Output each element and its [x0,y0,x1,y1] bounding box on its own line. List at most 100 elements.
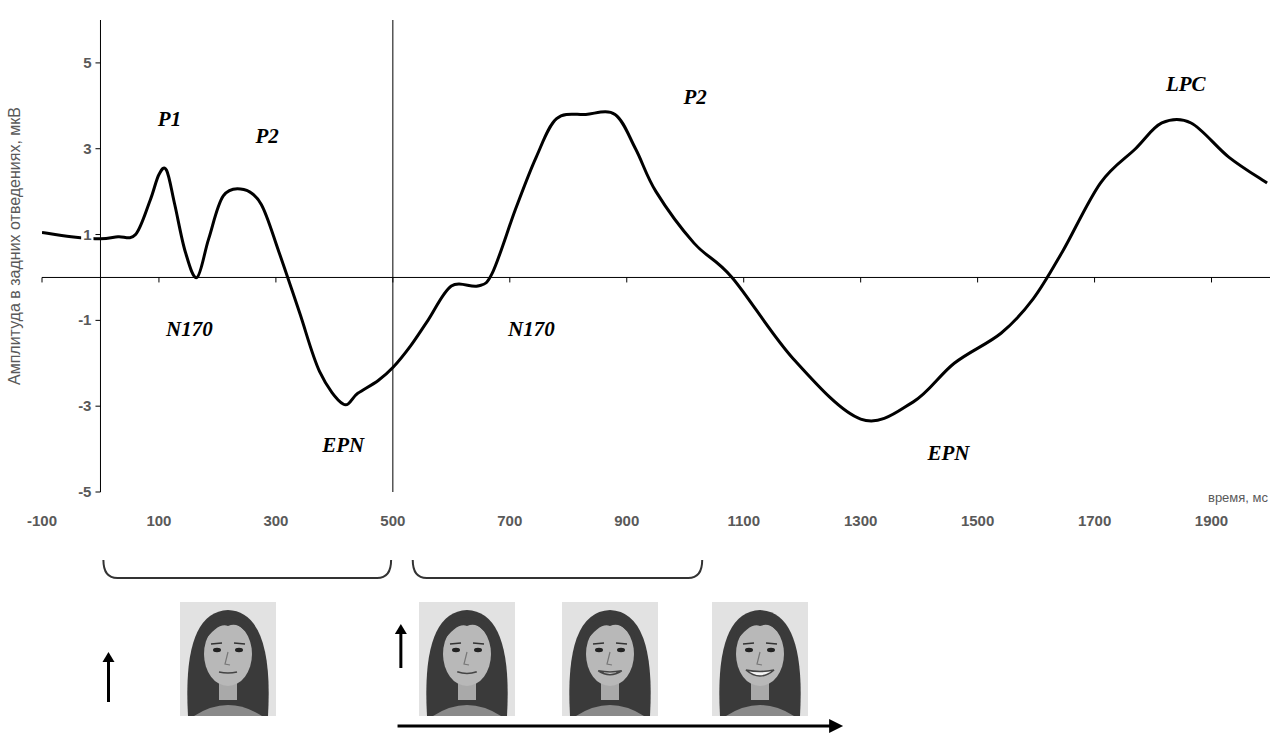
brow [616,643,627,644]
photo-bg [419,602,515,716]
x-tick [42,277,43,282]
x-tick-label: 1300 [844,512,877,529]
label-patch [81,140,93,157]
face-photo [180,602,276,716]
brow [743,643,754,644]
x-tick [158,277,159,282]
x-axis-line [42,277,1270,278]
mouth [457,672,477,674]
component-label: N170 [165,317,213,341]
eye [595,648,603,652]
eye [235,648,243,652]
face-photo [419,602,515,716]
label-patch [81,226,93,243]
y-axis-line [100,20,101,492]
x-tick [626,277,627,282]
x-tick [860,277,861,282]
x-tick-label: -100 [27,512,57,529]
arrow-head [102,652,114,662]
eye [745,648,753,652]
arrow-head [395,624,407,634]
x-tick-label: 500 [380,512,405,529]
y-tick [95,320,100,321]
x-tick [1211,277,1212,282]
x-tick [977,277,978,282]
eye [474,648,482,652]
fringe [204,618,253,644]
chart: -5-3-1135-100100300500700900110013001500… [0,0,1277,749]
y-tick-label: -5 [78,483,91,500]
x-tick-label: 700 [497,512,522,529]
y-tick-label: 5 [83,54,91,71]
y-tick [95,62,100,63]
hair [719,610,800,716]
erp-curve [42,112,1267,421]
shoulders [194,705,262,716]
hair [426,610,507,716]
fringe [736,618,785,644]
y-tick-label: 3 [83,140,91,157]
photo-bg [180,602,276,716]
y-tick-label: -1 [78,311,91,328]
face-photo [712,602,808,716]
y-tick [95,234,100,235]
photo-bg [562,602,658,716]
shoulders [726,705,794,716]
nose [464,652,469,665]
hair [569,610,650,716]
face-photo [562,602,658,716]
x-tick [743,277,744,282]
mouth [219,672,237,673]
nose [757,652,762,665]
hair [187,610,268,716]
shoulders [433,705,501,716]
fringe [443,618,492,644]
component-label: P1 [157,107,181,131]
mouth [746,670,774,676]
component-label: EPN [926,441,970,465]
component-label: LPC [1165,72,1207,96]
brow [473,643,484,644]
x-tick [509,277,510,282]
mouth [598,671,622,675]
eye [767,648,775,652]
y-tick [95,406,100,407]
label-patch [76,311,93,328]
y-tick [95,148,100,149]
bracket [413,560,702,578]
x-tick-label: 1900 [1195,512,1228,529]
brow [234,643,245,644]
component-label: P2 [683,85,708,109]
x-tick [275,277,276,282]
nose [225,652,230,665]
x-tick-label: 300 [263,512,288,529]
nose [607,652,612,665]
y-axis-title: Амплитуда в задних отведениях, мкВ [6,107,23,385]
x-tick-label: 1500 [961,512,994,529]
label-patch [76,483,93,500]
onset-arrow [399,632,402,668]
brow [766,643,777,644]
x-tick-label: 100 [146,512,171,529]
x-tick-label: 900 [614,512,639,529]
plot-marks [42,112,1267,421]
brow [450,643,461,644]
y-tick-label: 1 [83,226,91,243]
brow [593,643,604,644]
component-label: P2 [254,124,279,148]
label-patch [76,397,93,414]
x-axis-title: время, мс [1208,490,1269,505]
arrow-head [829,719,843,733]
x-tick [1094,277,1095,282]
y-tick [95,492,100,493]
eye [617,648,625,652]
onset-arrow [107,660,110,702]
component-label: N170 [507,317,555,341]
brow [211,643,222,644]
bracket [103,560,391,578]
y-tick-label: -3 [78,397,91,414]
fringe [586,618,635,644]
eye [452,648,460,652]
component-label: EPN [321,433,365,457]
photo-bg [712,602,808,716]
